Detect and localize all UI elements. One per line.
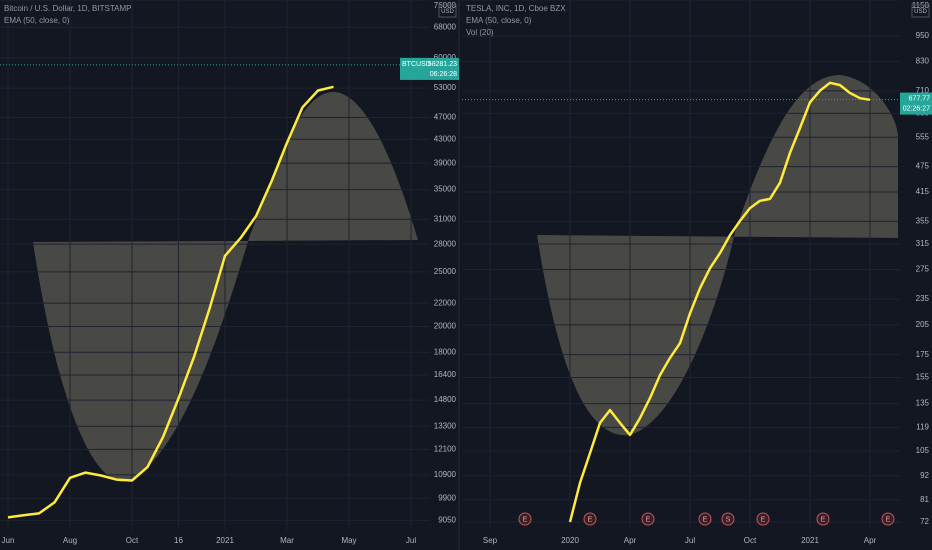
event-label: E xyxy=(886,516,891,523)
x-tick-label: 16 xyxy=(174,536,183,545)
y-tick-label: 235 xyxy=(916,294,930,303)
y-tick-label: 135 xyxy=(916,399,930,408)
y-tick-label: 275 xyxy=(916,265,930,274)
y-tick-label: 72 xyxy=(920,517,929,526)
x-tick-label: 2021 xyxy=(216,536,234,545)
countdown-label: 06:26:28 xyxy=(430,71,457,78)
indicator-label: EMA (50, close, 0) xyxy=(4,16,70,25)
y-tick-label: 10900 xyxy=(434,470,457,479)
x-tick-label: Oct xyxy=(744,536,757,545)
y-tick-label: 830 xyxy=(916,57,930,66)
price-label: 58281.23 xyxy=(428,61,457,68)
y-tick-label: 12100 xyxy=(434,444,457,453)
price-label: 677.77 xyxy=(909,95,931,102)
event-label: E xyxy=(588,516,593,523)
event-marker xyxy=(518,512,532,526)
x-tick-label: Jul xyxy=(406,536,416,545)
y-tick-label: 475 xyxy=(916,162,930,171)
currency-badge xyxy=(438,4,457,18)
y-tick-label: 119 xyxy=(916,422,929,431)
y-tick-label: 13300 xyxy=(434,421,457,430)
x-tick-label: Sep xyxy=(483,536,498,545)
currency-label: USD xyxy=(441,9,454,15)
y-tick-label: 1150 xyxy=(912,1,930,10)
y-tick-label: 81 xyxy=(920,495,929,504)
x-tick-label: 2020 xyxy=(561,536,579,545)
y-tick-label: 53000 xyxy=(434,83,457,92)
y-tick-label: 16400 xyxy=(434,370,457,379)
currency-label: USD xyxy=(914,9,927,15)
x-tick-label: Jul xyxy=(685,536,695,545)
event-marker xyxy=(698,512,712,526)
indicator-label: EMA (50, close, 0) xyxy=(466,16,532,25)
event-marker xyxy=(881,512,895,526)
event-label: E xyxy=(703,516,708,523)
x-tick-label: Jun xyxy=(2,536,15,545)
currency-badge xyxy=(911,4,930,18)
event-label: E xyxy=(523,516,528,523)
event-label: E xyxy=(646,516,651,523)
price-badge xyxy=(400,57,459,80)
x-tick-label: Mar xyxy=(280,536,294,545)
x-tick-label: May xyxy=(341,536,356,545)
y-tick-label: 355 xyxy=(916,217,930,226)
y-tick-label: 68000 xyxy=(434,22,457,31)
y-tick-label: 60000 xyxy=(434,53,457,62)
x-tick-label: Apr xyxy=(624,536,637,545)
chart-title: TESLA, INC, 1D, Cboe BZX xyxy=(466,4,566,13)
y-tick-label: 205 xyxy=(916,320,930,329)
y-tick-label: 105 xyxy=(916,446,930,455)
event-marker xyxy=(756,512,770,526)
y-tick-label: 175 xyxy=(916,350,930,359)
y-tick-label: 28000 xyxy=(434,239,457,248)
y-tick-label: 415 xyxy=(916,187,930,196)
y-tick-label: 20000 xyxy=(434,322,457,331)
x-tick-label: Apr xyxy=(864,536,877,545)
event-marker xyxy=(583,512,597,526)
y-tick-label: 9050 xyxy=(438,515,456,524)
y-tick-label: 14800 xyxy=(434,395,457,404)
event-label: E xyxy=(821,516,826,523)
ema-line xyxy=(568,81,871,523)
y-tick-label: 47000 xyxy=(434,113,457,122)
ema-line xyxy=(7,85,334,519)
event-label: E xyxy=(761,516,766,523)
y-tick-label: 35000 xyxy=(434,185,457,194)
y-tick-label: 25000 xyxy=(434,267,457,276)
price-badge xyxy=(900,92,932,115)
y-tick-label: 9900 xyxy=(438,494,456,503)
event-label: S xyxy=(726,516,731,523)
y-tick-label: 555 xyxy=(916,132,930,141)
indicator-label: Vol (20) xyxy=(466,28,494,37)
y-tick-label: 18000 xyxy=(434,347,457,356)
symbol-label: BTCUSD xyxy=(402,61,431,68)
y-tick-label: 950 xyxy=(916,31,930,40)
y-tick-label: 155 xyxy=(916,373,930,382)
event-marker xyxy=(721,512,735,526)
y-tick-label: 43000 xyxy=(434,134,457,143)
x-tick-label: 2021 xyxy=(801,536,819,545)
countdown-label: 02:26:27 xyxy=(903,105,930,112)
event-marker xyxy=(816,512,830,526)
y-tick-label: 710 xyxy=(916,86,930,95)
chart-title: Bitcoin / U.S. Dollar, 1D, BITSTAMP xyxy=(4,4,131,13)
y-tick-label: 22000 xyxy=(434,298,457,307)
y-tick-label: 92 xyxy=(920,471,929,480)
y-tick-label: 76000 xyxy=(434,1,457,10)
y-tick-label: 31000 xyxy=(434,214,457,223)
event-marker xyxy=(641,512,655,526)
x-tick-label: Oct xyxy=(126,536,139,545)
y-tick-label: 39000 xyxy=(434,158,457,167)
y-tick-label: 315 xyxy=(916,239,930,248)
x-tick-label: Aug xyxy=(63,536,77,545)
